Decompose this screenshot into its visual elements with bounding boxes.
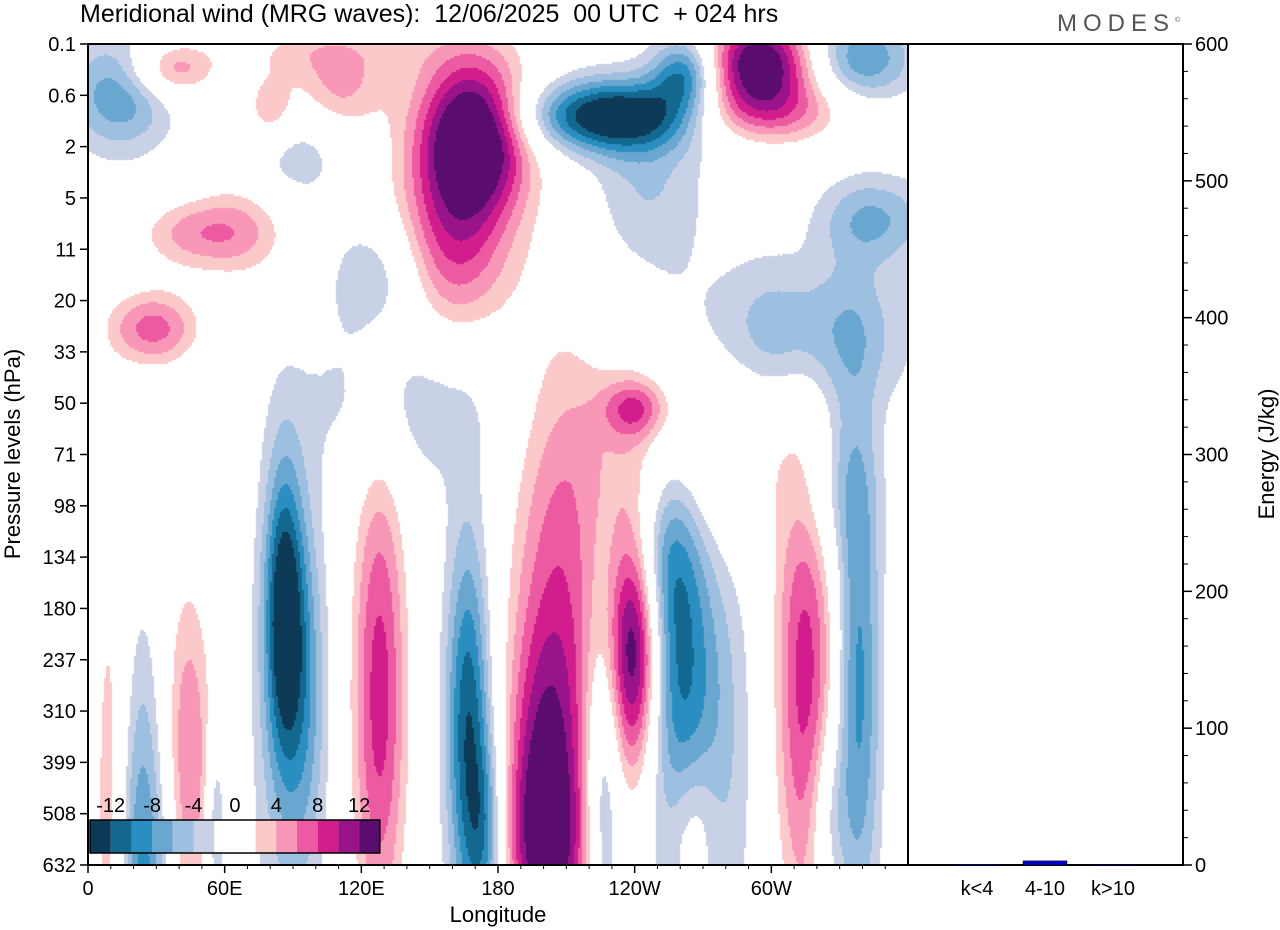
colorbar-label: 12 <box>348 795 370 817</box>
colorbar-swatch <box>338 820 360 853</box>
chart-title: Meridional wind (MRG waves): 12/06/2025 … <box>80 0 779 28</box>
energy-bar <box>1090 864 1136 866</box>
colorbar-label: -12 <box>96 795 125 817</box>
colorbar: -12 -8 -4 0 4 8 12 <box>89 795 381 854</box>
x-tick-label: 60E <box>207 878 243 900</box>
y-tick-label: 2 <box>65 137 76 159</box>
colorbar-swatch <box>234 820 256 853</box>
brand-logo: MODES© <box>1057 10 1180 38</box>
energy-tick-label: 500 <box>1195 171 1228 193</box>
colorbar-swatch <box>90 820 111 853</box>
colorbar-swatch <box>214 820 235 853</box>
colorbar-swatch <box>317 820 339 853</box>
x-tick-label: 120W <box>609 878 661 900</box>
energy-category-label: k<4 <box>961 878 994 900</box>
y-tick-label: 98 <box>54 496 76 518</box>
colorbar-frame <box>89 819 381 854</box>
y-tick-label: 5 <box>65 188 76 210</box>
energy-panel: 0 100 200 300 400 500 600 k<4 4-10 k>10 <box>907 34 1228 900</box>
energy-category-label: 4-10 <box>1025 878 1065 900</box>
colorbar-label: 8 <box>312 795 323 817</box>
x-tick-label: 120E <box>338 878 385 900</box>
colorbar-swatch <box>172 820 194 853</box>
brand-text: MODES <box>1057 10 1176 37</box>
x-axis-title: Longitude <box>450 902 547 927</box>
colorbar-swatch <box>131 820 153 853</box>
y-tick-label: 310 <box>43 701 76 723</box>
colorbar-label: -4 <box>185 795 203 817</box>
heatmap-field <box>88 44 908 865</box>
energy-axis-title: Energy (J/kg) <box>1254 389 1279 520</box>
y-tick-label: 20 <box>54 291 76 313</box>
y-tick-label: 33 <box>54 342 76 364</box>
heatmap-image <box>88 44 908 865</box>
y-tick-label: 134 <box>43 547 76 569</box>
y-tick-label: 399 <box>43 752 76 774</box>
energy-bar <box>954 864 1000 866</box>
colorbar-swatch <box>110 820 132 853</box>
y-tick-label: 50 <box>54 393 76 415</box>
y-axis-title: Pressure levels (hPa) <box>0 349 25 559</box>
energy-category-label: k>10 <box>1091 878 1135 900</box>
y-tick-label: 632 <box>43 855 76 877</box>
energy-tick-label: 200 <box>1195 581 1228 603</box>
energy-tick-label: 0 <box>1195 855 1206 877</box>
brand-mark: © <box>1175 17 1181 24</box>
y-tick-label: 180 <box>43 598 76 620</box>
y-tick-label: 71 <box>54 445 76 467</box>
energy-tick-label: 100 <box>1195 718 1228 740</box>
x-tick-label: 0 <box>82 878 93 900</box>
colorbar-swatch <box>152 820 173 853</box>
energy-bar <box>1022 860 1068 866</box>
colorbar-swatch <box>193 820 215 853</box>
colorbar-label: -8 <box>143 795 161 817</box>
energy-tick-label: 400 <box>1195 308 1228 330</box>
energy-tick-label: 600 <box>1195 34 1228 56</box>
y-tick-label: 508 <box>43 804 76 826</box>
colorbar-swatch <box>359 820 380 853</box>
colorbar-swatch <box>255 820 277 853</box>
colorbar-label: 0 <box>229 795 240 817</box>
energy-frame <box>907 43 1184 866</box>
x-tick-label: 180 <box>481 878 514 900</box>
x-tick-label: 60W <box>751 878 792 900</box>
colorbar-label: 4 <box>271 795 282 817</box>
y-tick-label: 0.1 <box>48 34 76 56</box>
colorbar-swatch <box>297 820 318 853</box>
y-tick-label: 11 <box>55 239 76 261</box>
y-tick-label: 0.6 <box>48 85 76 107</box>
y-tick-label: 237 <box>43 650 76 672</box>
energy-tick-label: 300 <box>1195 445 1228 467</box>
colorbar-swatch <box>276 820 297 853</box>
